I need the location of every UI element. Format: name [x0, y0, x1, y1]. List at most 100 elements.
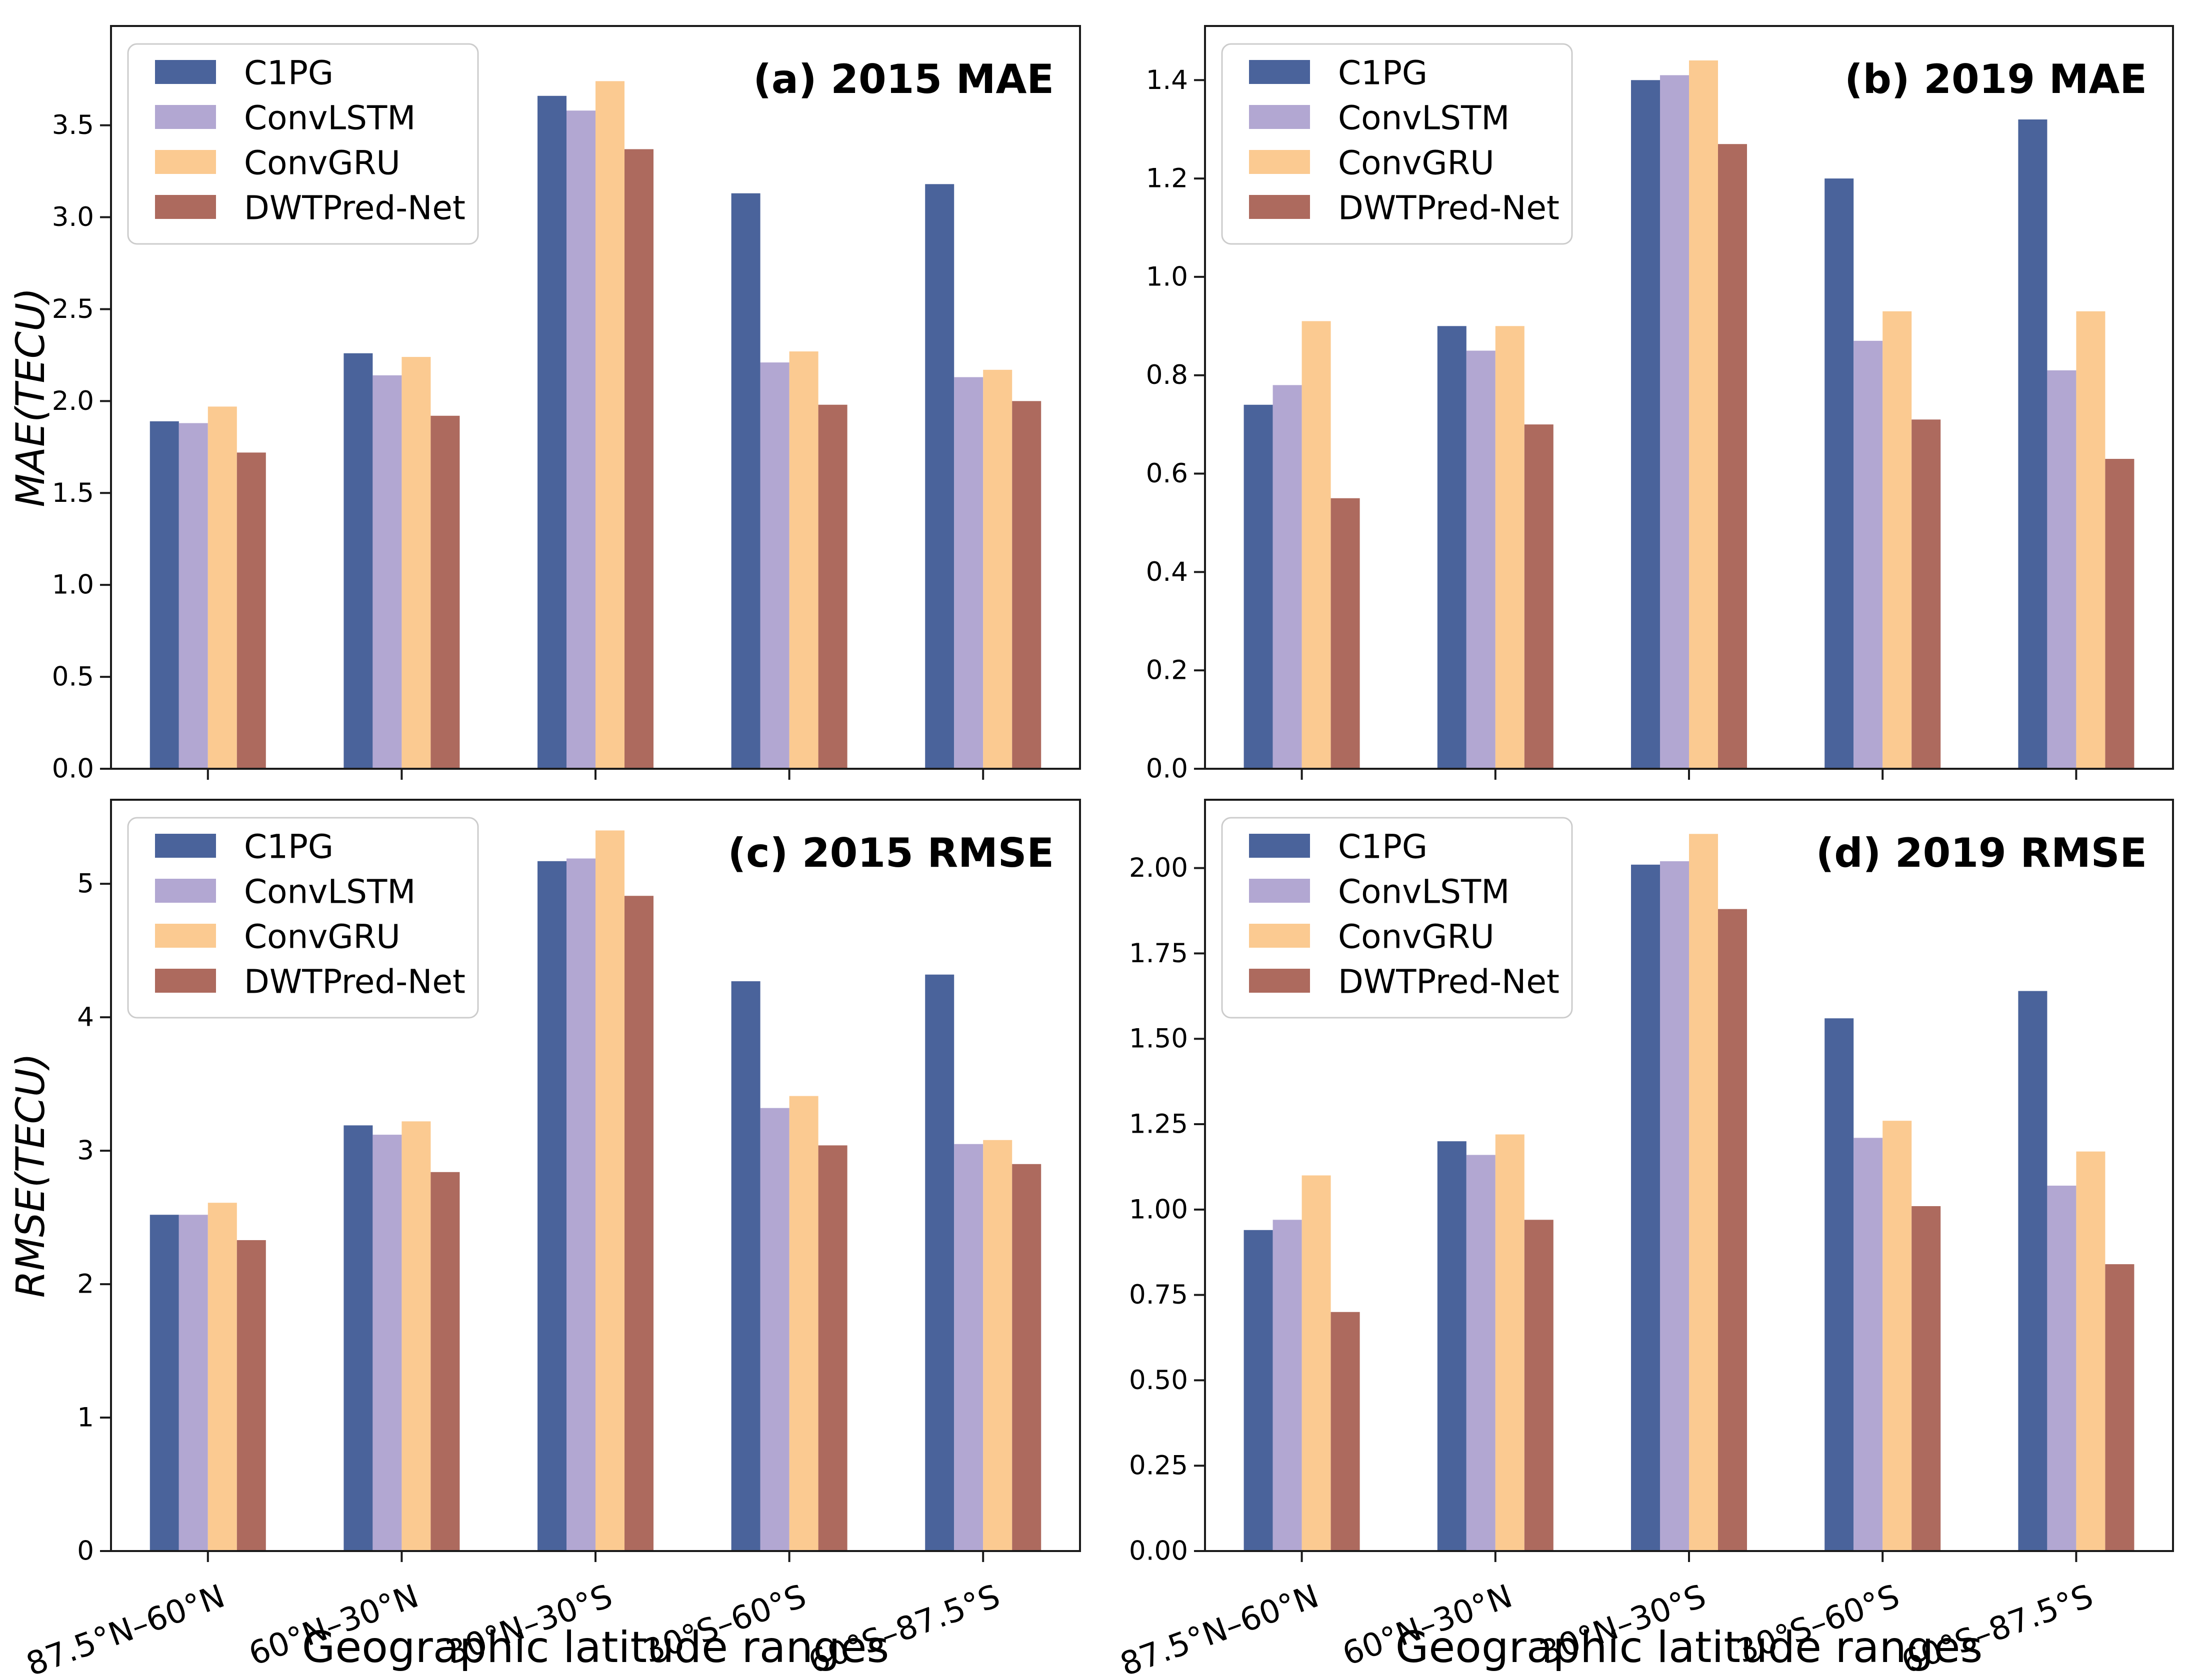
legend-label-C1PG: C1PG [244, 54, 334, 92]
x-axis-title: Geographic latitude ranges [302, 1623, 890, 1673]
series-ConvLSTM [1272, 75, 2076, 769]
bar-d-ConvLSTM-0 [1272, 1220, 1302, 1551]
bar-c-DWTPred-Net-1 [430, 1172, 460, 1551]
y-tick-label: 1 [77, 1403, 94, 1433]
bar-d-ConvGRU-3 [1882, 1121, 1912, 1551]
bar-d-DWTPred-Net-1 [1524, 1220, 1554, 1551]
panel-a: 0.0 0.5 1.0 1.5 2.0 2.5 3.0 3.5 MAE(TECU) (a) 201… [8, 25, 1081, 784]
legend-label-DWTPred-Net: DWTPred-Net [244, 963, 466, 1001]
legend-label-ConvLSTM: ConvLSTM [1338, 99, 1510, 137]
bar-d-C1PG-0 [1244, 1230, 1273, 1551]
bar-b-ConvGRU-4 [2076, 311, 2106, 769]
y-tick-label: 1.00 [1129, 1194, 1188, 1225]
bar-a-ConvLSTM-3 [760, 362, 790, 769]
bar-c-ConvLSTM-0 [178, 1215, 208, 1551]
bar-a-C1PG-4 [925, 184, 954, 769]
legend-c: C1PG ConvLSTM ConvGRU DWTPred-Net [127, 817, 479, 1019]
panel-title-c: (c) 2015 RMSE [728, 830, 1054, 876]
bar-b-ConvGRU-3 [1882, 311, 1912, 769]
y-tick-label: 2.5 [52, 294, 94, 324]
series-ConvGRU [208, 830, 1012, 1551]
series-ConvLSTM [1272, 861, 2076, 1551]
y-tick-label: 0.0 [1146, 754, 1188, 784]
legend-d: C1PG ConvLSTM ConvGRU DWTPred-Net [1221, 817, 1573, 1019]
legend-swatch-DWTPred-Net [1249, 969, 1310, 993]
bar-c-ConvGRU-1 [402, 1121, 431, 1551]
legend-label-DWTPred-Net: DWTPred-Net [244, 189, 466, 227]
bar-c-DWTPred-Net-0 [236, 1240, 266, 1551]
bar-a-ConvLSTM-2 [566, 110, 596, 769]
bar-a-ConvGRU-4 [983, 369, 1012, 769]
bar-b-DWTPred-Net-4 [2105, 459, 2134, 769]
bar-a-ConvLSTM-0 [178, 423, 208, 769]
y-tick-label: 0.6 [1146, 458, 1188, 489]
y-axis-title: RMSE(TECU) [8, 1053, 54, 1298]
legend-swatch-DWTPred-Net [155, 195, 216, 219]
series-ConvGRU [208, 81, 1012, 769]
bar-c-C1PG-4 [925, 974, 954, 1551]
bar-d-ConvLSTM-2 [1660, 861, 1689, 1551]
y-tick-label: 0.8 [1146, 360, 1188, 390]
bar-d-ConvGRU-2 [1689, 834, 1718, 1551]
bar-d-C1PG-1 [1437, 1141, 1466, 1551]
y-tick-label: 1.0 [1146, 261, 1188, 292]
bar-c-ConvGRU-4 [983, 1140, 1012, 1551]
x-axis-title: Geographic latitude ranges [1396, 1623, 1983, 1673]
y-tick-label: 2.0 [52, 386, 94, 416]
y-tick-label: 3.0 [52, 202, 94, 232]
bar-a-C1PG-0 [150, 421, 179, 769]
legend-label-ConvGRU: ConvGRU [244, 918, 400, 956]
bar-d-C1PG-3 [1824, 1018, 1854, 1551]
bar-c-DWTPred-Net-4 [1012, 1164, 1042, 1551]
legend-swatch-C1PG [155, 834, 216, 858]
bar-a-C1PG-2 [538, 95, 566, 769]
y-axis-title: MAE(TECU) [8, 287, 54, 507]
bar-a-ConvGRU-3 [789, 351, 818, 769]
legend-swatch-ConvGRU [1249, 924, 1310, 948]
bar-a-DWTPred-Net-0 [236, 452, 266, 769]
y-tick-label: 1.2 [1146, 163, 1188, 194]
bar-c-ConvLSTM-1 [372, 1135, 402, 1551]
panel-b: 0.0 0.2 0.4 0.6 0.8 1.0 1.2 1.4 (b) 2019 MAE C1PG… [1146, 25, 2174, 784]
y-tick-label: 4 [77, 1002, 94, 1033]
legend-a: C1PG ConvLSTM ConvGRU DWTPred-Net [127, 43, 479, 245]
y-tick-label: 0.0 [52, 754, 94, 784]
bar-a-ConvGRU-0 [208, 406, 237, 769]
legend-label-C1PG: C1PG [1338, 828, 1428, 866]
panel-title-a: (a) 2015 MAE [753, 56, 1054, 102]
bar-c-C1PG-0 [150, 1215, 179, 1551]
bar-b-DWTPred-Net-2 [1718, 144, 1747, 769]
bar-d-DWTPred-Net-4 [2105, 1264, 2134, 1551]
y-tick-label: 1.75 [1129, 938, 1188, 969]
y-tick-label: 0.75 [1129, 1280, 1188, 1310]
y-tick-label: 1.50 [1129, 1024, 1188, 1054]
bar-d-C1PG-4 [2018, 991, 2048, 1551]
bar-a-C1PG-3 [731, 193, 760, 769]
bar-b-C1PG-0 [1244, 404, 1273, 769]
legend-b: C1PG ConvLSTM ConvGRU DWTPred-Net [1221, 43, 1573, 245]
y-tick-label: 1.5 [52, 478, 94, 508]
y-tick-label: 0.00 [1129, 1536, 1188, 1567]
bar-a-DWTPred-Net-3 [818, 404, 848, 769]
bar-d-DWTPred-Net-0 [1330, 1312, 1360, 1551]
bar-b-C1PG-4 [2018, 119, 2048, 769]
legend-label-C1PG: C1PG [1338, 54, 1428, 92]
bar-a-ConvGRU-1 [402, 357, 431, 769]
y-tick-label: 3 [77, 1136, 94, 1166]
bar-a-DWTPred-Net-2 [624, 149, 654, 769]
bar-d-ConvLSTM-3 [1854, 1138, 1883, 1551]
bar-d-C1PG-2 [1631, 864, 1660, 1551]
legend-label-DWTPred-Net: DWTPred-Net [1338, 189, 1560, 227]
bar-c-ConvGRU-2 [596, 830, 624, 1551]
bar-d-DWTPred-Net-3 [1912, 1206, 1941, 1551]
bar-a-DWTPred-Net-4 [1012, 401, 1042, 769]
bar-b-DWTPred-Net-0 [1330, 498, 1360, 769]
bar-b-ConvLSTM-4 [2047, 370, 2076, 769]
y-tick-label: 0 [77, 1536, 94, 1567]
legend-box [1221, 43, 1573, 245]
legend-label-C1PG: C1PG [244, 828, 334, 866]
bar-c-DWTPred-Net-3 [818, 1145, 848, 1551]
bar-b-C1PG-1 [1437, 326, 1466, 769]
bar-c-DWTPred-Net-2 [624, 896, 654, 1551]
